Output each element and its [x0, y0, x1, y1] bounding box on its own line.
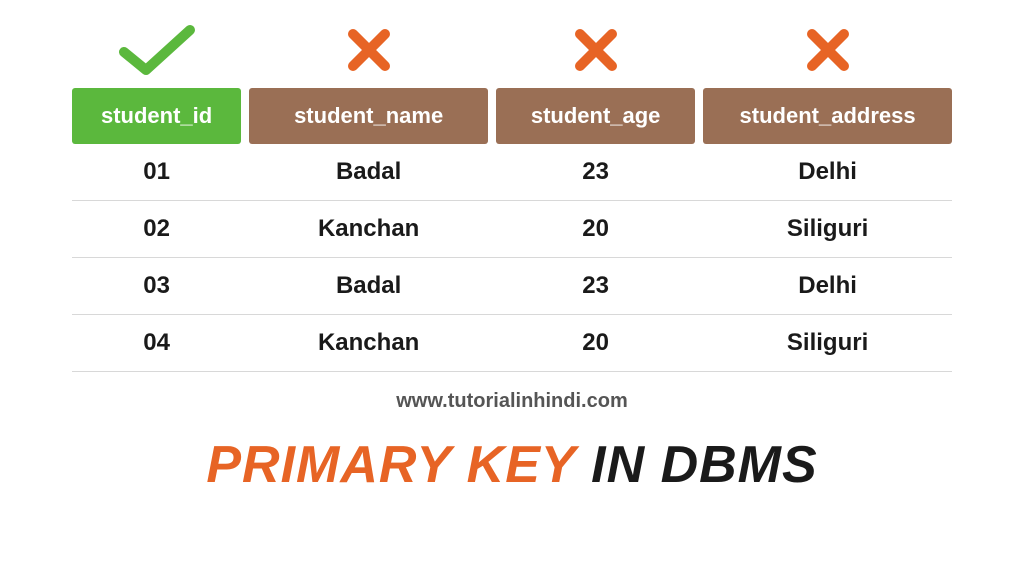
column-header: student_name	[249, 88, 488, 144]
column-header: student_address	[703, 88, 952, 144]
table-cell: 20	[496, 201, 695, 257]
table-cell: 20	[496, 315, 695, 371]
table-cell: 23	[496, 144, 695, 200]
website-url: www.tutorialinhindi.com	[396, 390, 627, 413]
table-cell: 23	[496, 258, 695, 314]
table-row: 03Badal23Delhi	[72, 258, 952, 315]
table-cell: Delhi	[703, 144, 952, 200]
table-row: 02Kanchan20Siliguri	[72, 201, 952, 258]
table-cell: Delhi	[703, 258, 952, 314]
table-cell: 03	[72, 258, 241, 314]
table-header-row: student_idstudent_namestudent_agestudent…	[72, 88, 952, 144]
table-cell: 02	[72, 201, 241, 257]
title-rest: IN DBMS	[576, 436, 818, 494]
table-cell: Badal	[249, 258, 488, 314]
table-cell: 01	[72, 144, 241, 200]
table-cell: Kanchan	[249, 201, 488, 257]
column-header: student_age	[496, 88, 695, 144]
cross-icon	[496, 20, 695, 80]
title-primary: PRIMARY KEY	[206, 436, 575, 494]
table-row: 01Badal23Delhi	[72, 144, 952, 201]
column-header: student_id	[72, 88, 241, 144]
table-cell: Kanchan	[249, 315, 488, 371]
column-indicator-row	[72, 20, 952, 80]
table-cell: Badal	[249, 144, 488, 200]
page-title: PRIMARY KEY IN DBMS	[206, 435, 817, 495]
cross-icon	[249, 20, 488, 80]
table-cell: Siliguri	[703, 201, 952, 257]
table-cell: 04	[72, 315, 241, 371]
table-wrapper: student_idstudent_namestudent_agestudent…	[72, 20, 952, 372]
check-icon	[72, 20, 241, 80]
cross-icon	[703, 20, 952, 80]
table-row: 04Kanchan20Siliguri	[72, 315, 952, 372]
table-cell: Siliguri	[703, 315, 952, 371]
table-body: 01Badal23Delhi02Kanchan20Siliguri03Badal…	[72, 144, 952, 372]
